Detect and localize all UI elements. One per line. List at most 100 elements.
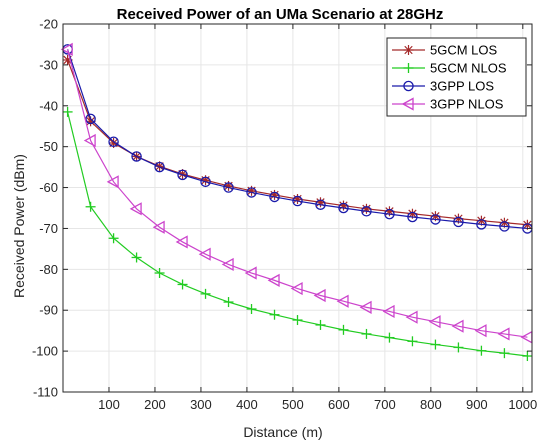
- legend-label: 3GPP NLOS: [430, 97, 504, 112]
- data-point: [267, 273, 280, 287]
- data-point: [223, 182, 234, 193]
- data-point: [177, 169, 188, 181]
- y-tick-label: -20: [39, 17, 58, 32]
- x-tick-label: 900: [466, 397, 488, 412]
- legend-item: 5GCM NLOS: [392, 61, 507, 76]
- data-point: [269, 191, 280, 203]
- data-point: [292, 315, 303, 326]
- data-point: [453, 216, 464, 228]
- data-point: [129, 202, 142, 216]
- y-axis-label: Received Power (dBm): [11, 154, 27, 298]
- legend-item: 3GPP NLOS: [392, 97, 504, 112]
- data-point: [290, 281, 303, 296]
- x-tick-label: 200: [144, 397, 166, 412]
- data-point: [430, 214, 441, 225]
- data-point: [522, 351, 533, 362]
- legend-item: 3GPP LOS: [392, 79, 494, 94]
- series-3gpp-nlos: [60, 42, 533, 344]
- y-tick-label: -60: [39, 180, 58, 195]
- data-point: [154, 161, 165, 173]
- data-point: [338, 324, 349, 335]
- data-point: [401, 97, 414, 111]
- data-point: [430, 339, 441, 350]
- data-point: [175, 235, 188, 249]
- data-point: [85, 201, 96, 212]
- chart-title: Received Power of an UMa Scenario at 28G…: [117, 6, 444, 23]
- x-tick-label: 400: [236, 397, 258, 412]
- data-point: [154, 268, 165, 279]
- data-point: [244, 266, 257, 280]
- data-point: [200, 288, 211, 299]
- legend-label: 5GCM LOS: [430, 43, 498, 58]
- data-point: [384, 208, 395, 220]
- data-point: [315, 199, 326, 210]
- data-point: [85, 113, 96, 125]
- data-point: [384, 332, 395, 343]
- legend-label: 3GPP LOS: [430, 79, 494, 94]
- data-point: [131, 252, 142, 263]
- data-point: [359, 300, 372, 314]
- data-point: [453, 342, 464, 353]
- data-point: [405, 310, 418, 324]
- data-point-d2: [523, 220, 532, 229]
- x-tick-label: 700: [374, 397, 396, 412]
- data-point-d2: [178, 169, 187, 179]
- data-point: [403, 80, 414, 92]
- y-tick-label: -70: [39, 221, 58, 236]
- y-tick-label: -30: [39, 57, 58, 72]
- x-tick-label: 300: [190, 397, 212, 412]
- series-layer: [60, 42, 533, 362]
- data-point-d2: [477, 216, 486, 225]
- data-point: [403, 45, 414, 55]
- series-line: [67, 49, 528, 230]
- data-point: [131, 151, 142, 162]
- data-point: [108, 233, 119, 244]
- data-point: [476, 219, 487, 230]
- data-point: [336, 294, 349, 308]
- data-point: [407, 211, 418, 223]
- data-point: [292, 195, 303, 207]
- data-point: [428, 315, 441, 329]
- data-point: [106, 175, 119, 189]
- y-tick-label: -80: [39, 262, 58, 277]
- data-point: [497, 327, 510, 341]
- y-tick-label: -90: [39, 303, 58, 318]
- x-tick-label: 500: [282, 397, 304, 412]
- data-point: [83, 133, 96, 148]
- data-point: [152, 220, 165, 234]
- data-point: [361, 206, 372, 217]
- data-point: [474, 324, 487, 338]
- y-tick-label: -50: [39, 139, 58, 154]
- data-point: [315, 319, 326, 330]
- data-point: [221, 257, 234, 272]
- data-point: [62, 106, 73, 117]
- data-point: [313, 288, 326, 303]
- data-point: [451, 319, 464, 333]
- data-point: [246, 187, 257, 198]
- data-point: [223, 297, 234, 308]
- y-tick-label: -110: [33, 385, 58, 400]
- y-tick-label: -100: [32, 344, 58, 359]
- data-point: [60, 42, 73, 56]
- data-point: [108, 136, 119, 148]
- y-tick-label: -40: [39, 98, 58, 113]
- data-point: [246, 303, 257, 314]
- data-point: [85, 116, 96, 127]
- axis-ticks: 100 200 300 400 500 600 700 800 900 1000 -110 -100 -…: [32, 17, 537, 413]
- data-point-d2: [86, 117, 95, 126]
- data-point: [476, 345, 487, 356]
- x-tick-label: 1000: [508, 397, 537, 412]
- data-point: [403, 63, 414, 73]
- plot-frame: [62, 23, 533, 393]
- x-axis-label: Distance (m): [243, 424, 322, 440]
- data-point: [269, 309, 280, 320]
- data-point: [177, 279, 188, 290]
- data-point: [499, 221, 510, 232]
- data-point-d2: [500, 218, 509, 227]
- legend: 5GCM LOS 5GCM NLOS 3GPP LOS 3GPP NLOS: [386, 37, 527, 117]
- legend-item: 5GCM LOS: [392, 43, 498, 58]
- data-point-d2: [155, 162, 164, 171]
- data-point: [407, 336, 418, 347]
- series-5gcm-nlos: [62, 106, 533, 362]
